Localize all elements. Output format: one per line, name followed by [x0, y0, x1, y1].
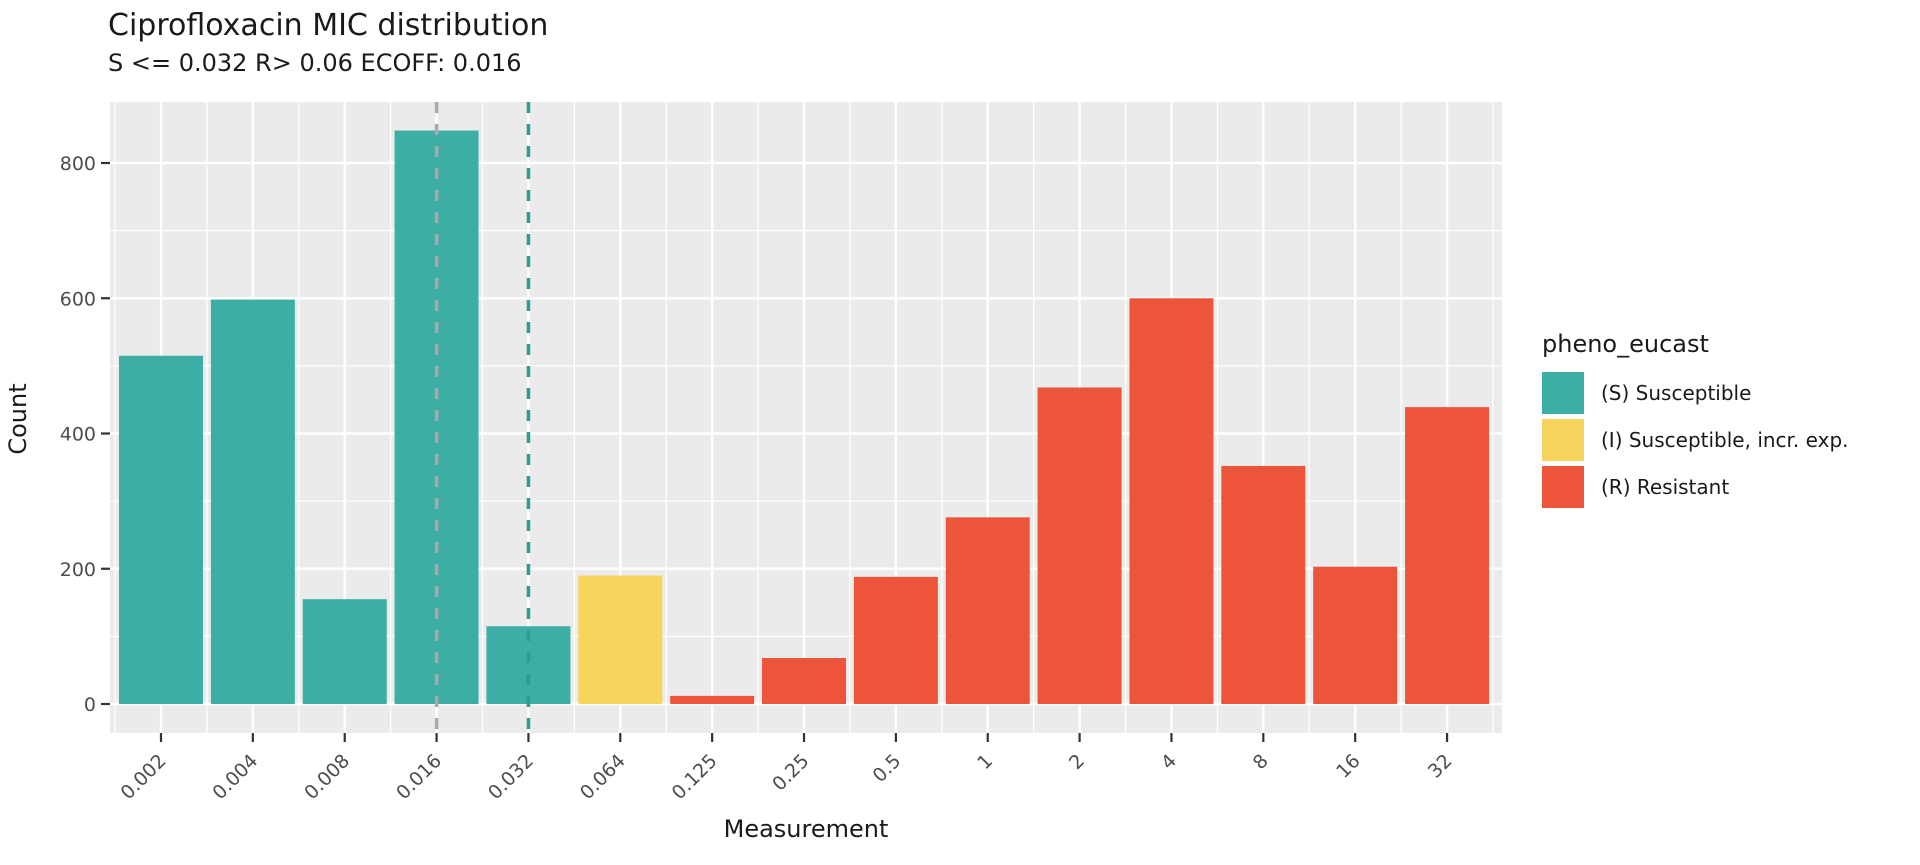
legend-swatch-S [1542, 372, 1584, 414]
x-tick-label: 2 [1065, 750, 1089, 774]
y-axis-title: Count [4, 383, 32, 455]
y-tick-label: 400 [60, 424, 96, 446]
y-tick-label: 800 [60, 153, 96, 175]
legend-label-R: (R) Resistant [1601, 475, 1730, 499]
bar-1 [945, 517, 1030, 704]
x-tick-label: 0.016 [392, 750, 446, 804]
bar-0.004 [210, 299, 295, 704]
legend-label-S: (S) Susceptible [1601, 381, 1752, 405]
bar-8 [1221, 465, 1306, 704]
x-tick-label: 0.25 [768, 750, 813, 795]
legend-item-R: (R) Resistant [1542, 466, 1849, 508]
legend-item-S: (S) Susceptible [1542, 372, 1849, 414]
bar-0.5 [853, 576, 938, 704]
x-tick-label: 8 [1249, 750, 1273, 774]
bar-32 [1405, 407, 1490, 704]
y-tick-label: 0 [84, 694, 96, 716]
x-tick-label: 0.5 [868, 750, 905, 787]
y-tick-label: 200 [60, 559, 96, 581]
legend: pheno_eucast (S) Susceptible (I) Suscepti… [1542, 330, 1849, 513]
bar-2 [1037, 387, 1122, 704]
x-tick-label: 0.032 [484, 750, 538, 804]
bar-0.25 [762, 658, 847, 704]
y-tick-label: 600 [60, 288, 96, 310]
bar-16 [1313, 566, 1398, 704]
x-tick-label: 0.002 [117, 750, 171, 804]
legend-title: pheno_eucast [1542, 330, 1709, 358]
x-tick-label: 0.064 [576, 750, 630, 804]
bar-0.002 [119, 355, 203, 704]
x-tick-label: 4 [1157, 750, 1181, 774]
bar-0.008 [302, 599, 387, 704]
x-tick-label: 1 [973, 750, 997, 774]
chart-subtitle: S <= 0.032 R> 0.06 ECOFF: 0.016 [108, 49, 522, 77]
legend-swatch-R [1542, 466, 1584, 508]
bar-4 [1129, 298, 1214, 704]
x-tick-label: 0.008 [300, 750, 354, 804]
x-tick-label: 0.125 [668, 750, 722, 804]
legend-item-I: (I) Susceptible, incr. exp. [1542, 419, 1849, 461]
legend-label-I: (I) Susceptible, incr. exp. [1601, 428, 1849, 452]
x-tick-label: 16 [1332, 750, 1365, 783]
legend-items: (S) Susceptible (I) Susceptible, incr. ex… [1542, 372, 1849, 508]
chart-title: Ciprofloxacin MIC distribution [108, 8, 549, 43]
x-tick-label: 32 [1424, 750, 1457, 783]
bar-0.125 [670, 695, 755, 704]
x-axis-title: Measurement [723, 815, 889, 843]
x-tick-label: 0.004 [208, 750, 262, 804]
legend-swatch-I [1542, 419, 1584, 461]
bar-0.064 [578, 575, 663, 704]
